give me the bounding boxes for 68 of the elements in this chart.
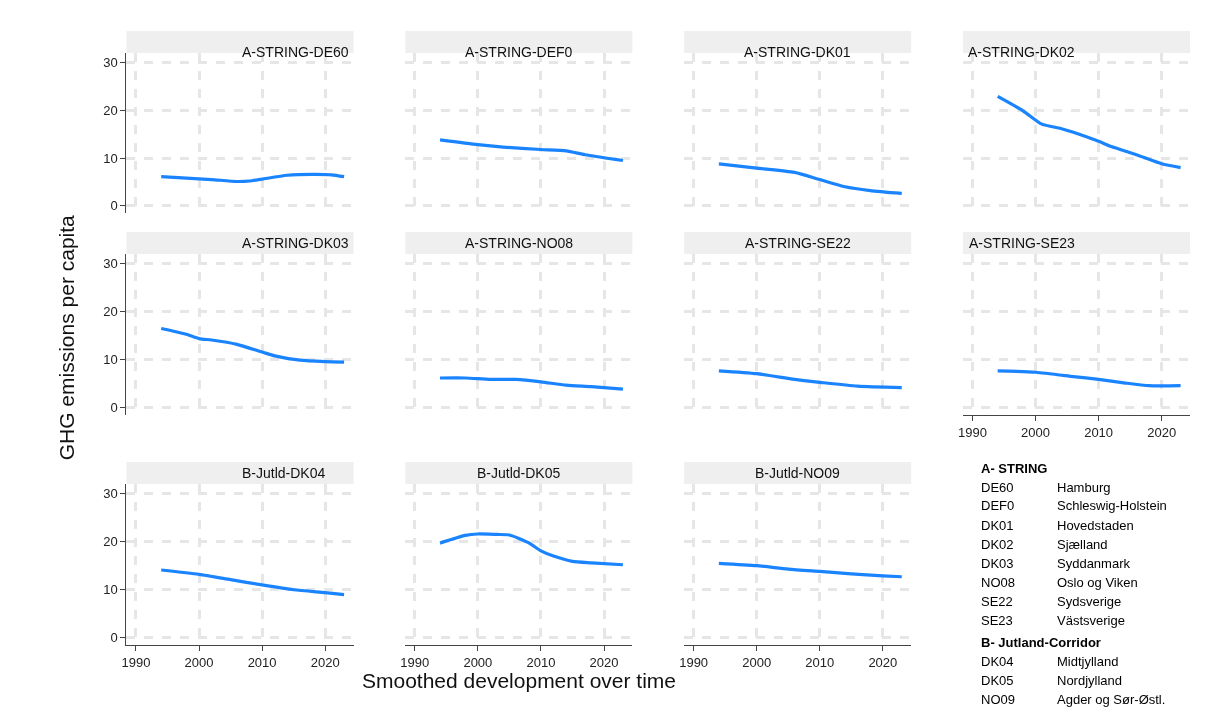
line-series bbox=[159, 326, 346, 364]
x-tick-label: 2020 bbox=[1147, 424, 1177, 440]
text: Oslo og Viken bbox=[1057, 575, 1138, 590]
category-label: NO08 bbox=[981, 575, 1015, 590]
x-tick-label: 2000 bbox=[184, 654, 214, 670]
y-tick-label: 20 bbox=[103, 534, 118, 550]
y-tick-label: 20 bbox=[103, 102, 118, 118]
text: Sydsverige bbox=[1057, 594, 1122, 609]
x-tick-label: 1990 bbox=[958, 424, 987, 440]
x-tick-label: 1990 bbox=[121, 654, 151, 670]
chart-title: B-Jutld-DK04 bbox=[242, 465, 326, 481]
chart-title: A-STRING-DE60 bbox=[242, 44, 349, 60]
chart-title: A-STRING-DK02 bbox=[968, 44, 1075, 60]
text: A- STRING bbox=[981, 461, 1048, 476]
category-label: DE60 bbox=[981, 480, 1014, 495]
x-tick-label: 2000 bbox=[463, 654, 493, 670]
x-tick-label: 2010 bbox=[526, 654, 556, 670]
y-tick-label: 30 bbox=[103, 55, 118, 71]
text: B- Jutland-Corridor bbox=[981, 635, 1101, 650]
text: Hovedstaden bbox=[1057, 518, 1134, 533]
chart-title: A-STRING-NO08 bbox=[465, 235, 574, 251]
category-label: DEF0 bbox=[981, 498, 1015, 513]
y-tick-label: 0 bbox=[110, 630, 118, 646]
category-label: DK02 bbox=[981, 537, 1014, 552]
x-tick-label: 1990 bbox=[679, 654, 709, 670]
category-label: SE23 bbox=[981, 613, 1013, 628]
chart-title: A-STRING-DK03 bbox=[242, 235, 349, 251]
category-label: SE22 bbox=[981, 594, 1013, 609]
x-tick-label: 2010 bbox=[247, 654, 277, 670]
x-axis-title: Smoothed development over time bbox=[362, 669, 677, 692]
line-series bbox=[159, 172, 346, 184]
y-tick-label: 0 bbox=[110, 198, 118, 214]
text: Västsverige bbox=[1057, 613, 1125, 628]
category-label: NO09 bbox=[981, 692, 1015, 707]
text: Sjælland bbox=[1057, 537, 1108, 552]
category-label: DK04 bbox=[981, 654, 1014, 669]
chart-title: A-STRING-DK01 bbox=[744, 44, 851, 60]
text: Nordjylland bbox=[1057, 673, 1123, 688]
text: Schleswig-Holstein bbox=[1057, 498, 1167, 513]
text: Hamburg bbox=[1057, 480, 1111, 495]
chart-title: A-STRING-DEF0 bbox=[465, 44, 573, 60]
y-tick-label: 20 bbox=[103, 304, 118, 320]
y-tick-label: 0 bbox=[110, 400, 118, 416]
line-series bbox=[159, 568, 346, 597]
x-tick-label: 1990 bbox=[400, 654, 430, 670]
category-label: DK05 bbox=[981, 673, 1014, 688]
chart-title: A-STRING-SE23 bbox=[969, 235, 1076, 251]
y-tick-label: 10 bbox=[103, 352, 118, 368]
x-tick-label: 2010 bbox=[1084, 424, 1114, 440]
chart-title: B-Jutld-DK05 bbox=[477, 465, 561, 481]
chart-title: A-STRING-SE22 bbox=[745, 235, 852, 251]
y-tick-label: 30 bbox=[103, 256, 118, 272]
x-tick-label: 2020 bbox=[310, 654, 340, 670]
category-label: DK01 bbox=[981, 518, 1014, 533]
y-tick-label: 30 bbox=[103, 486, 118, 502]
y-axis-title: GHG emissions per capita bbox=[55, 214, 79, 461]
x-tick-label: 2010 bbox=[805, 654, 835, 670]
x-tick-label: 2020 bbox=[589, 654, 619, 670]
text: Agder og Sør-Østl. bbox=[1057, 692, 1166, 707]
text: Syddanmark bbox=[1057, 556, 1131, 571]
chart-title: B-Jutld-NO09 bbox=[755, 465, 841, 481]
text: Midtjylland bbox=[1057, 654, 1119, 669]
x-tick-label: 2000 bbox=[1021, 424, 1050, 440]
category-label: DK03 bbox=[981, 556, 1014, 571]
y-tick-label: 10 bbox=[103, 582, 118, 598]
x-tick-label: 2000 bbox=[742, 654, 772, 670]
x-tick-label: 2020 bbox=[868, 654, 898, 670]
y-tick-label: 10 bbox=[103, 150, 118, 166]
